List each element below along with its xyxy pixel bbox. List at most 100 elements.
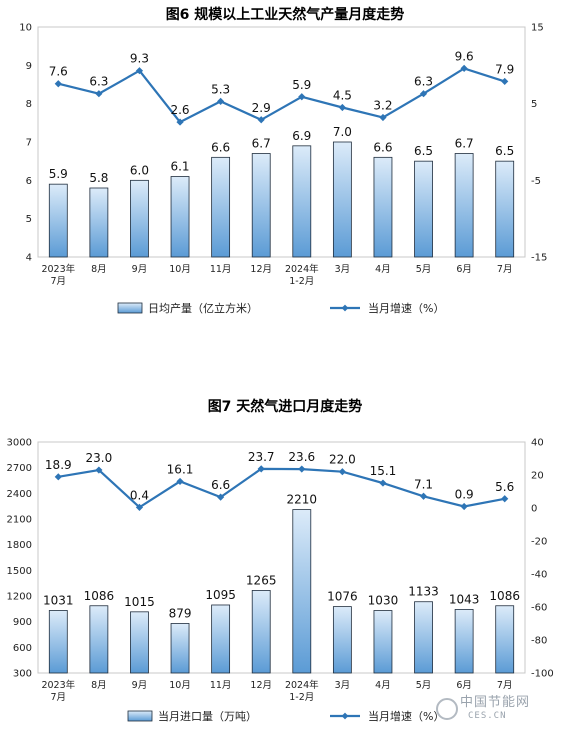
y-right-tick-label: -40	[531, 570, 547, 581]
y-right-tick-label: 5	[531, 99, 537, 110]
x-category-label: 5月	[416, 680, 432, 691]
bar	[292, 509, 312, 674]
growth-data-label: 5.9	[292, 78, 311, 92]
bar-data-label: 7.0	[333, 125, 352, 139]
growth-point	[419, 492, 428, 500]
growth-point	[460, 64, 468, 72]
growth-point	[176, 477, 184, 486]
growth-data-label: 6.3	[89, 75, 108, 89]
growth-series-line	[58, 67, 506, 124]
y-left-tick-label: 8	[26, 99, 32, 110]
y-left-tick-label: 10	[19, 23, 32, 34]
growth-point	[338, 468, 346, 476]
growth-data-label: 23.6	[288, 450, 315, 464]
y-right-tick-label: -100	[531, 669, 554, 680]
growth-data-label: 16.1	[167, 462, 194, 476]
bar-data-label: 6.5	[414, 144, 433, 158]
watermark-subtext: CES.CN	[468, 711, 507, 721]
growth-data-label: 5.6	[495, 480, 514, 494]
growth-data-label: 7.1	[414, 477, 433, 491]
growth-data-label: 7.6	[49, 65, 68, 79]
growth-point	[298, 93, 306, 101]
x-category-label: 4月	[375, 680, 391, 691]
y-right-tick-label: -15	[531, 253, 547, 264]
watermark: 中国节能网 CES.CN	[434, 696, 564, 724]
bar	[251, 153, 271, 258]
bar	[130, 611, 149, 674]
bar-data-label: 6.6	[373, 140, 392, 154]
growth-point	[338, 103, 346, 112]
bar-data-label: 1133	[408, 585, 439, 599]
growth-point	[217, 97, 225, 105]
growth-data-label: 23.7	[248, 450, 275, 464]
growth-point	[501, 495, 509, 503]
y-left-tick-label: 2400	[7, 489, 32, 500]
growth-data-label: 2.9	[252, 101, 271, 115]
bar	[414, 160, 433, 258]
bar	[332, 606, 352, 674]
x-category-label: 7月	[51, 276, 67, 287]
y-right-tick-label: -80	[531, 636, 547, 647]
y-left-tick-label: 4	[26, 253, 32, 264]
chart-title: 图6 规模以上工业天然气产量月度走势	[166, 6, 405, 23]
growth-data-label: 23.0	[86, 451, 113, 465]
bar	[332, 141, 352, 258]
y-right-tick-label: -60	[531, 603, 547, 614]
legend-line-label: 当月增速（%）	[368, 301, 444, 315]
y-right-tick-label: 40	[531, 438, 544, 449]
bar-data-label: 6.7	[455, 137, 474, 151]
bar	[130, 179, 149, 258]
growth-data-label: 6.6	[211, 478, 230, 492]
bar	[495, 160, 515, 258]
chart-title: 图7 天然气进口月度走势	[208, 398, 363, 415]
growth-data-label: 9.6	[455, 49, 474, 63]
x-category-label: 5月	[416, 264, 432, 275]
bar-data-label: 5.8	[89, 171, 108, 185]
legend-bar-swatch	[117, 302, 143, 314]
growth-data-label: 0.4	[130, 488, 149, 502]
legend-bar-swatch	[127, 710, 153, 722]
bar	[170, 176, 190, 258]
x-category-label: 10月	[169, 680, 191, 691]
bar	[373, 156, 393, 258]
watermark-text: 中国节能网	[460, 695, 531, 710]
growth-data-label: 22.0	[329, 453, 356, 467]
bar	[170, 623, 190, 674]
x-category-label: 2023年	[41, 679, 75, 691]
bar	[89, 605, 109, 674]
bar	[454, 153, 474, 258]
bar	[495, 605, 515, 674]
growth-data-label: 7.9	[495, 62, 514, 76]
growth-data-label: 6.3	[414, 75, 433, 89]
x-category-label: 10月	[169, 264, 191, 275]
growth-data-label: 9.3	[130, 52, 149, 66]
y-left-tick-label: 900	[13, 617, 32, 628]
bar-data-label: 1043	[449, 592, 480, 606]
x-category-label: 9月	[132, 680, 148, 691]
bar-data-label: 6.9	[292, 129, 311, 143]
growth-data-label: 15.1	[370, 464, 397, 478]
growth-point	[379, 113, 387, 122]
bar	[48, 610, 68, 674]
y-left-tick-label: 2700	[7, 463, 32, 474]
legend-line-label: 当月增速（%）	[368, 709, 444, 723]
y-right-tick-label: 20	[531, 471, 544, 482]
bar-data-label: 1031	[43, 593, 74, 607]
bar	[89, 187, 109, 258]
growth-point	[257, 116, 265, 124]
x-category-label: 11月	[210, 264, 232, 275]
production-chart: 图6 规模以上工业天然气产量月度走势 4 5 6 7 8 9 10 -15 -5 5 15 5.9 5.8…	[19, 6, 547, 315]
bar-data-label: 879	[169, 606, 192, 620]
y-left-tick-label: 1200	[7, 592, 32, 603]
growth-point	[135, 67, 144, 75]
y-left-tick-label: 3000	[7, 438, 32, 449]
y-left-tick-label: 600	[13, 643, 32, 654]
bar-data-label: 6.6	[211, 140, 230, 154]
growth-point	[54, 80, 62, 88]
plot-frame	[37, 26, 526, 258]
x-category-label: 7月	[497, 680, 513, 691]
x-category-label: 3月	[335, 264, 351, 275]
x-category-label: 7月	[497, 264, 513, 275]
bar-data-label: 1015	[124, 595, 155, 609]
growth-point	[379, 479, 387, 487]
